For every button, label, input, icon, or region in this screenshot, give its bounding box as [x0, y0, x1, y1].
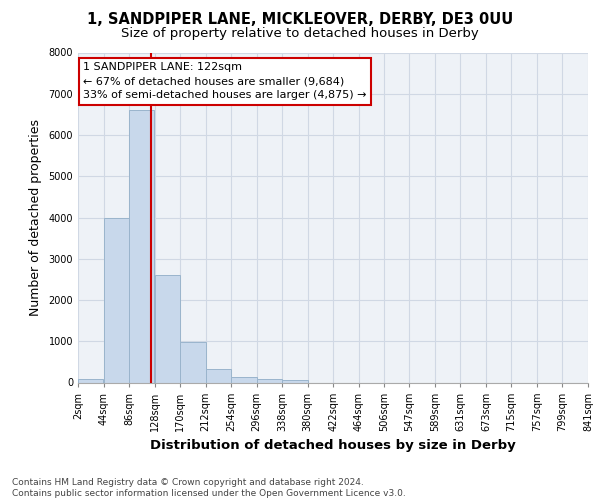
Bar [104, 218, 129, 382]
Text: Contains HM Land Registry data © Crown copyright and database right 2024.
Contai: Contains HM Land Registry data © Crown c… [12, 478, 406, 498]
Y-axis label: Number of detached properties: Number of detached properties [29, 119, 41, 316]
Text: 1 SANDPIPER LANE: 122sqm
← 67% of detached houses are smaller (9,684)
33% of sem: 1 SANDPIPER LANE: 122sqm ← 67% of detach… [83, 62, 367, 100]
Bar [206, 369, 231, 382]
Bar [257, 380, 282, 382]
Bar [78, 380, 103, 382]
X-axis label: Distribution of detached houses by size in Derby: Distribution of detached houses by size … [150, 440, 516, 452]
Bar [180, 342, 205, 382]
Bar [129, 110, 154, 382]
Text: Size of property relative to detached houses in Derby: Size of property relative to detached ho… [121, 28, 479, 40]
Text: 1, SANDPIPER LANE, MICKLEOVER, DERBY, DE3 0UU: 1, SANDPIPER LANE, MICKLEOVER, DERBY, DE… [87, 12, 513, 28]
Bar [283, 380, 308, 382]
Bar [232, 377, 257, 382]
Bar [155, 275, 180, 382]
